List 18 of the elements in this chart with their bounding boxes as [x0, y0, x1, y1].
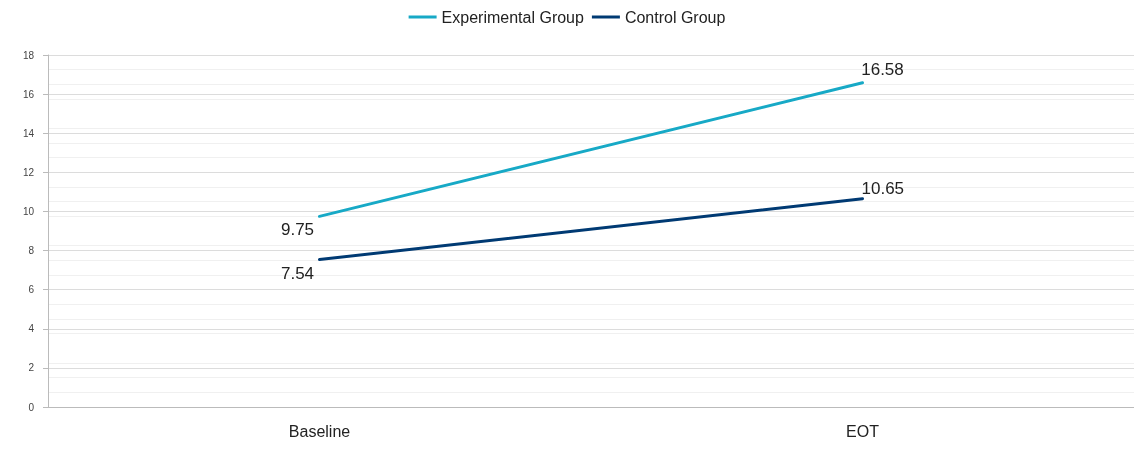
y-tick-label: 18 [22, 49, 35, 61]
x-tick-label: EOT [846, 422, 880, 440]
y-tick-label: 10 [22, 205, 35, 217]
y-tick-label: 12 [22, 166, 35, 178]
y-tick-label: 8 [28, 245, 35, 257]
data-label: 10.65 [861, 179, 905, 199]
y-tick-label: 2 [28, 362, 35, 374]
legend-label: Control Group [624, 8, 726, 26]
x-tick-label: Baseline [288, 422, 351, 440]
y-tick-label: 4 [28, 323, 35, 335]
y-tick-label: 16 [22, 88, 35, 100]
legend-label: Experimental Group [441, 8, 584, 26]
y-tick-label: 0 [28, 401, 35, 413]
y-tick-label: 6 [28, 284, 35, 296]
y-tick-label: 14 [22, 127, 35, 139]
data-label: 9.75 [280, 220, 315, 240]
data-label: 16.58 [861, 59, 904, 79]
data-label: 7.54 [280, 263, 315, 283]
